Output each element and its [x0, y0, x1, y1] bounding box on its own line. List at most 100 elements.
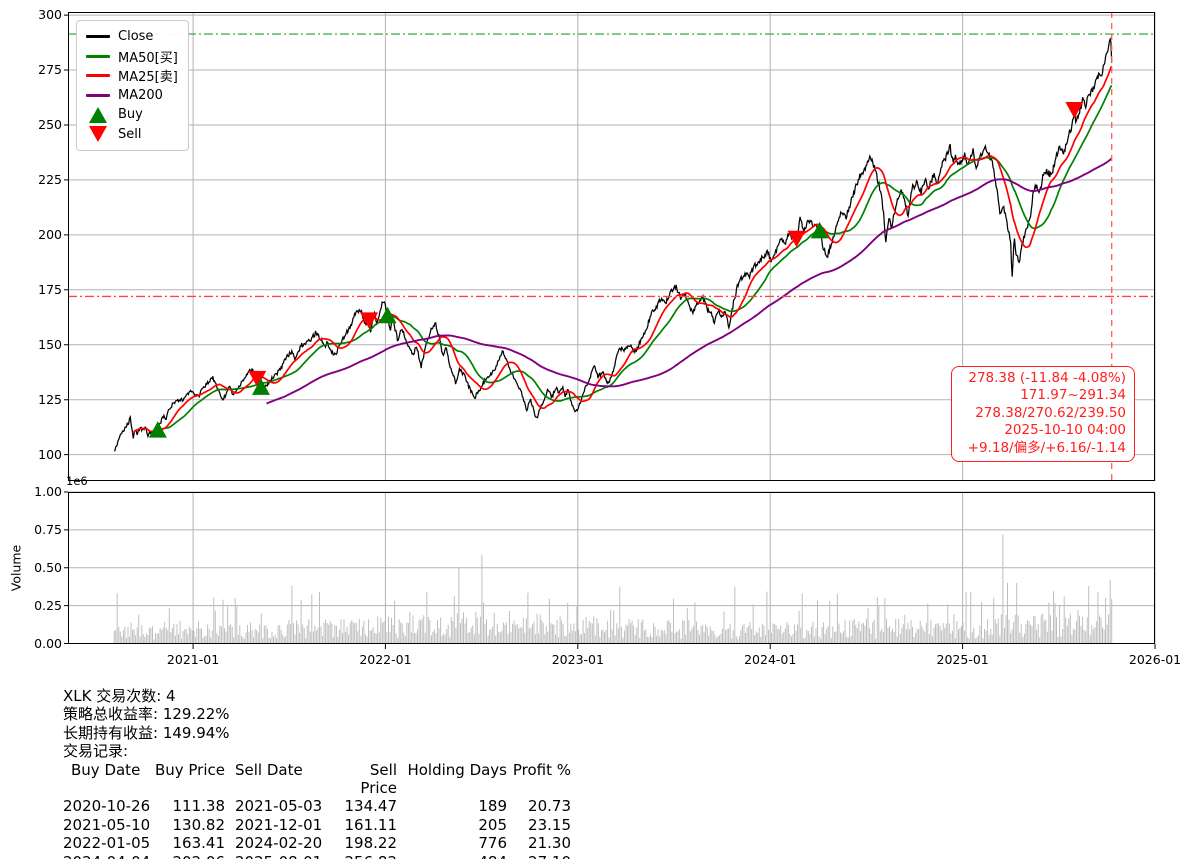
volume-axis-title: Volume	[8, 544, 24, 592]
date-tick-label: 2026-01	[1128, 652, 1180, 667]
legend-item: Sell	[85, 125, 178, 145]
summary-trade-count: XLK 交易次数: 4	[63, 687, 176, 705]
table-cell: 20.73	[528, 797, 571, 816]
table-cell: 2021-05-10	[63, 815, 151, 834]
buy-marker	[148, 421, 167, 438]
volume-panel-border	[68, 492, 1155, 644]
table-cell: 161.11	[344, 815, 398, 834]
sell-marker	[787, 230, 806, 248]
table-cell: 21.30	[528, 834, 571, 853]
legend-marker-swatch	[85, 126, 111, 143]
ma25-line	[132, 65, 1113, 434]
legend-item: MA200	[85, 86, 178, 106]
legend-item-label: Buy	[118, 107, 143, 123]
table-cell: 776	[478, 834, 507, 853]
volume-tick-label: 0.00	[34, 635, 62, 651]
legend-line-swatch	[85, 93, 111, 97]
legend-item: Buy	[85, 105, 178, 125]
annotation-line-range: 171.97~291.34	[1020, 387, 1126, 404]
table-cell: 198.22	[344, 834, 398, 853]
trades-table-header: Buy Date Buy Price Sell Date Sell Price Hold…	[63, 761, 571, 798]
price-tick-label: 150	[38, 336, 62, 352]
buy-triangle-icon	[89, 106, 107, 123]
table-header-cell: Holding Days	[407, 760, 507, 779]
table-header-cell: Buy Date	[71, 760, 141, 779]
summary-records-title: 交易记录:	[63, 742, 129, 761]
table-cell: 111.38	[172, 797, 226, 816]
buy-marker	[810, 221, 829, 239]
price-tick-label: 275	[38, 62, 62, 78]
sell-triangle-icon	[89, 126, 107, 143]
table-header-cell: Profit %	[512, 760, 571, 779]
date-tick-label: 2025-01	[936, 652, 989, 667]
legend-line-swatch	[85, 74, 111, 78]
line-swatch-icon	[86, 54, 110, 58]
table-cell: 130.82	[172, 815, 226, 834]
legend-item-label: MA25[卖]	[118, 70, 178, 86]
volume-tick-label: 0.25	[34, 597, 62, 613]
volume-gridlines	[68, 491, 1156, 644]
price-tick-label: 300	[38, 7, 62, 23]
volume-chart	[64, 491, 1156, 649]
table-cell: 2020-10-26	[63, 797, 151, 816]
table-cell: 205	[478, 815, 507, 834]
date-tick-label: 2023-01	[551, 652, 604, 667]
buy-marker	[378, 306, 397, 324]
ma50-line	[151, 84, 1113, 433]
table-cell: 27.10	[507, 853, 571, 859]
volume-offset-label: 1e6	[66, 474, 88, 488]
main-price-chart	[64, 12, 1156, 481]
volume-tick-label: 0.50	[34, 559, 62, 575]
trades-table: Buy Date Buy Price Sell Date Sell Price Hold…	[63, 761, 571, 859]
table-cell: 256.82	[331, 853, 398, 859]
volume-tick-marks	[64, 491, 1156, 649]
table-cell: 484	[397, 853, 507, 859]
price-tick-label: 125	[38, 391, 62, 407]
table-cell	[225, 834, 235, 852]
table-cell: 202.06	[153, 853, 226, 859]
close-line	[113, 36, 1113, 452]
ma200-line	[266, 157, 1113, 405]
table-cell: 2024-02-20	[235, 834, 323, 853]
price-tick-label: 200	[38, 226, 62, 242]
legend-marker-swatch	[85, 106, 111, 123]
buy-marker	[251, 378, 270, 395]
legend-item-label: MA50[买]	[118, 50, 178, 66]
date-tick-label: 2024-01	[744, 652, 797, 667]
annotation-box: 278.38 (-11.84 -4.08%) 171.97~291.34 278…	[951, 366, 1135, 463]
table-row: 2021-05-10 130.82 2021-12-01 161.11 205 23.15	[63, 816, 571, 834]
table-header-cell: Sell Date	[235, 760, 303, 779]
table-row: 2024-04-04202.06 2025-08-01256.8248427.10	[63, 853, 571, 859]
line-swatch-icon	[86, 35, 110, 39]
price-tick-label: 175	[38, 281, 62, 297]
legend-item-label: MA200	[118, 87, 163, 103]
table-header-cell: Buy Price	[154, 760, 225, 779]
table-cell: 163.41	[172, 834, 226, 853]
legend-line-swatch	[85, 54, 111, 58]
table-cell: 2024-04-04	[63, 853, 153, 859]
date-tick-label: 2022-01	[359, 652, 412, 667]
summary-hold-return: 长期持有收益: 149.94%	[63, 723, 230, 742]
table-header-cell: Sell Price	[360, 760, 397, 798]
legend-item-label: Close	[118, 29, 154, 45]
legend-item: Close	[85, 27, 178, 47]
sell-marker	[248, 370, 267, 388]
summary-strategy-return: 策略总收益率: 129.22%	[63, 705, 230, 724]
table-row: 2022-01-05 163.41 2024-02-20 198.22 776 21.30	[63, 834, 571, 852]
volume-tick-label: 0.75	[34, 521, 62, 537]
volume-tick-label: 1.00	[34, 484, 62, 499]
legend-item: MA25[卖]	[85, 66, 178, 86]
legend-line-swatch	[85, 35, 111, 39]
line-swatch-icon	[86, 74, 110, 78]
trade-summary-block: XLK 交易次数: 4 策略总收益率: 129.22% 长期持有收益: 149.…	[63, 687, 571, 859]
annotation-line-mas: 278.38/270.62/239.50	[975, 404, 1126, 421]
table-cell: 2021-05-03	[235, 797, 323, 816]
table-cell	[225, 816, 235, 834]
annotation-line-signal: +9.18/偏多/+6.16/-1.14	[967, 439, 1126, 456]
legend: Close MA50[买] MA25[卖] MA200 Buy Sell	[76, 20, 189, 151]
table-cell	[225, 853, 235, 859]
price-tick-label: 100	[38, 446, 62, 462]
table-header-cell	[225, 761, 235, 798]
table-cell: 2025-08-01	[235, 853, 331, 859]
